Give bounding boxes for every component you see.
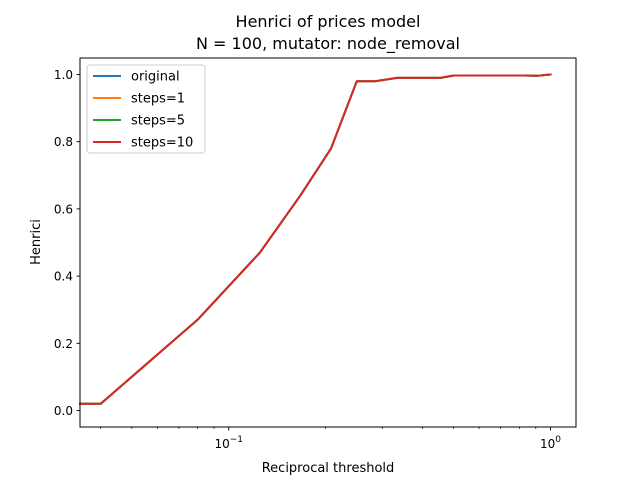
x-tick-label-exponent: 0: [555, 435, 561, 445]
y-tick-label: 0.6: [54, 202, 73, 216]
plot-frame: [79, 57, 577, 428]
legend-label-steps-1: steps=1: [131, 92, 185, 107]
y-tick-label: 0.4: [54, 270, 73, 284]
x-axis-label: Reciprocal threshold: [262, 461, 395, 476]
x-tick-label: 10−1: [214, 435, 243, 451]
legend-label-original: original: [131, 70, 180, 85]
x-tick-label: 100: [540, 435, 561, 451]
x-tick-label-base: 10: [540, 437, 555, 451]
x-tick-label-exponent: −1: [230, 435, 243, 445]
x-tick-label-base: 10: [214, 437, 229, 451]
legend-box: [86, 64, 206, 154]
series-line-steps-10: [79, 73, 552, 405]
y-tick-label: 1.0: [54, 68, 73, 82]
legend-label-steps-10: steps=10: [131, 136, 193, 151]
y-tick-label: 0.0: [54, 404, 73, 418]
y-tick-label: 0.2: [54, 337, 73, 351]
y-tick-label: 0.8: [54, 135, 73, 149]
legend: original steps=1 steps=5 steps=10: [86, 64, 206, 154]
chart-subtitle: N = 100, mutator: node_removal: [196, 34, 460, 54]
chart-title: Henrici of prices model: [236, 12, 421, 31]
y-axis-label: Henrici: [29, 219, 44, 265]
series-layer: [79, 73, 552, 405]
x-axis-ticks: 10−1 100: [100, 427, 561, 451]
legend-label-steps-5: steps=5: [131, 114, 185, 129]
y-axis-ticks: 0.0 0.2 0.4 0.6 0.8 1.0: [54, 68, 80, 418]
